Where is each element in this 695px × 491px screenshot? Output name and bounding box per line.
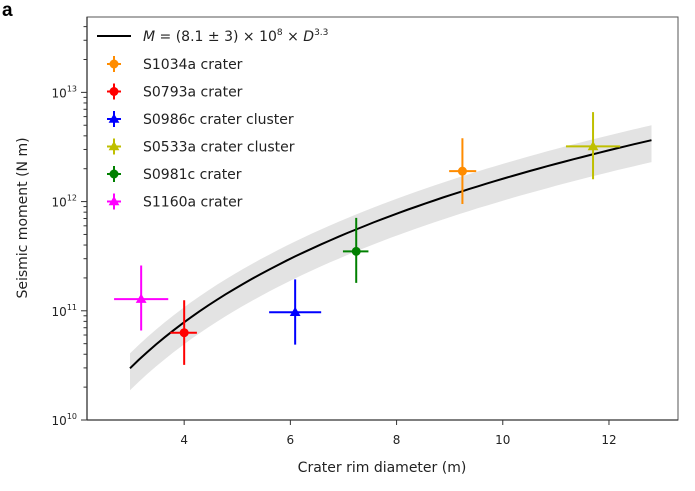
x-tick-label: 10 <box>495 433 510 447</box>
legend-triangle-marker <box>108 141 120 151</box>
legend-item: S0981c crater <box>107 166 242 183</box>
legend-item: S0986c crater cluster <box>107 111 294 128</box>
point-marker <box>135 293 147 303</box>
legend-label: S0981c crater <box>143 167 242 183</box>
legend-label: S0793a crater <box>143 85 243 101</box>
y-tick-label: 1010 <box>52 412 77 428</box>
data-point-s0986c <box>269 279 322 345</box>
legend-label: S1034a crater <box>143 57 243 73</box>
x-tick-label: 4 <box>180 433 188 447</box>
data-point-s0981c <box>342 217 369 283</box>
legend-triangle-marker <box>108 113 120 123</box>
plot-area <box>114 112 652 391</box>
legend-triangle-marker <box>108 196 120 206</box>
legend-circle-marker <box>109 87 119 96</box>
legend-item: S0533a crater cluster <box>107 138 295 156</box>
x-axis-title: Crater rim diameter (m) <box>298 460 467 476</box>
point-marker <box>289 306 301 317</box>
panel-label: a <box>2 0 13 21</box>
y-tick-label: 1012 <box>52 194 77 210</box>
legend-label: S0986c crater cluster <box>143 112 294 128</box>
legend-item: S0793a crater <box>107 83 243 101</box>
legend-label: S0533a crater cluster <box>143 140 295 156</box>
legend-circle-marker <box>109 169 119 179</box>
data-point-s0533a <box>565 112 621 180</box>
legend-fit-label: M = (8.1 ± 3) × 108 × D3.3 <box>143 28 328 45</box>
fit-line <box>129 139 652 370</box>
point-marker <box>179 328 189 338</box>
y-tick-label: 1011 <box>52 303 77 319</box>
x-tick-label: 8 <box>393 433 401 447</box>
data-point-s1034a <box>449 138 477 205</box>
data-point-s0793a <box>170 300 197 365</box>
x-tick-label: 6 <box>287 433 295 447</box>
point-marker <box>351 246 361 256</box>
legend-item: S1160a crater <box>107 193 243 211</box>
data-point-s1160a <box>114 265 169 331</box>
point-marker <box>457 166 467 176</box>
y-tick-label: 1013 <box>52 84 77 100</box>
fit-uncertainty-band <box>130 125 652 391</box>
y-axis-title: Seismic moment (N m) <box>15 137 31 298</box>
legend: M = (8.1 ± 3) × 108 × D3.3 S1034a crater… <box>97 28 328 211</box>
y-ticks: 1010 1011 1012 1013 <box>52 26 87 428</box>
legend-label: S1160a crater <box>143 195 243 211</box>
legend-item: S1034a crater <box>107 56 243 73</box>
legend-circle-marker <box>109 59 119 69</box>
x-ticks: 4 6 8 10 12 <box>180 420 617 447</box>
point-marker <box>587 141 599 151</box>
x-tick-label: 12 <box>601 433 616 447</box>
